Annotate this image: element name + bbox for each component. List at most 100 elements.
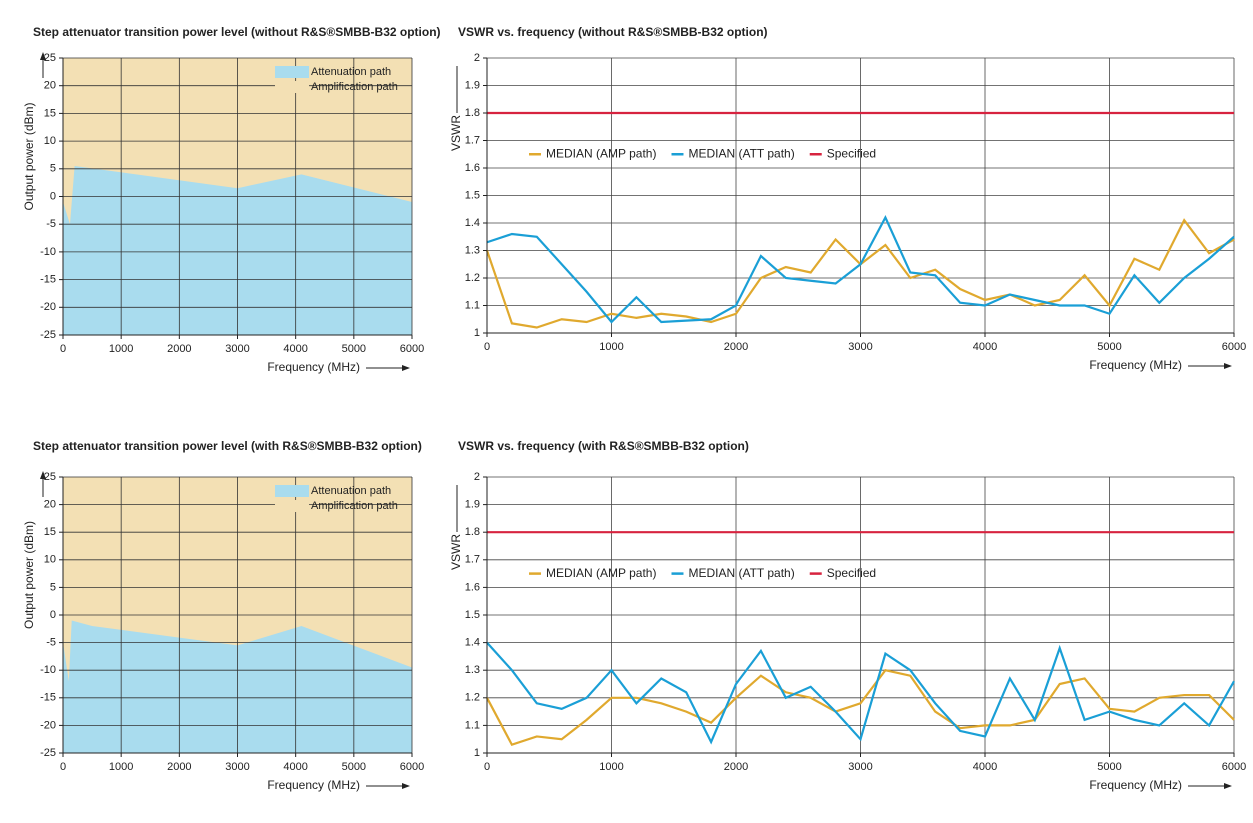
x-tick-label: 4000 (283, 761, 307, 773)
y-tick-label: 1.5 (465, 189, 480, 201)
x-tick-label: 4000 (283, 343, 307, 355)
x-tick-label: 3000 (225, 761, 249, 773)
x-tick-label: 0 (60, 343, 66, 355)
legend-label: MEDIAN (ATT path) (688, 146, 794, 160)
y-tick-label: 1 (474, 747, 480, 759)
x-tick-label: 5000 (342, 343, 366, 355)
x-tick-label: 4000 (973, 341, 997, 353)
x-axis-label: Frequency (MHz) (267, 778, 360, 792)
y-axis-label: VSWR (449, 534, 463, 570)
x-tick-label: 1000 (109, 343, 133, 355)
y-tick-label: 2 (474, 52, 480, 64)
legend-label: Specified (827, 566, 876, 580)
y-tick-label: 25 (44, 52, 56, 64)
x-tick-label: 3000 (848, 761, 872, 773)
legend-label: Amplification path (311, 500, 398, 512)
y-axis-label: Output power (dBm) (22, 102, 36, 210)
x-tick-label: 5000 (1097, 761, 1121, 773)
legend-swatch (275, 66, 309, 78)
legend-label: Amplification path (311, 81, 398, 93)
y-tick-label: 1.7 (465, 134, 480, 146)
y-tick-label: 1.3 (465, 664, 480, 676)
x-axis-arrow (1224, 783, 1232, 789)
x-tick-label: 0 (484, 761, 490, 773)
y-tick-label: 10 (44, 135, 56, 147)
x-tick-label: 1000 (109, 761, 133, 773)
y-tick-label: 1.9 (465, 79, 480, 91)
y-tick-label: 1.6 (465, 162, 480, 174)
legend-label: Attenuation path (311, 66, 391, 78)
y-tick-label: 1.1 (465, 299, 480, 311)
x-tick-label: 6000 (400, 761, 424, 773)
legend-label: MEDIAN (ATT path) (688, 566, 794, 580)
chart: VSWR vs. frequency (with R&S®SMBB-B32 op… (449, 439, 1246, 792)
y-tick-label: 15 (44, 107, 56, 119)
x-tick-label: 0 (484, 341, 490, 353)
y-tick-label: 15 (44, 526, 56, 538)
legend-label: Attenuation path (311, 485, 391, 497)
chart-title: VSWR vs. frequency (with R&S®SMBB-B32 op… (458, 439, 749, 453)
y-tick-label: -5 (46, 637, 56, 649)
x-tick-label: 6000 (400, 343, 424, 355)
chart-title: Step attenuator transition power level (… (33, 25, 441, 39)
y-tick-label: -20 (40, 301, 56, 313)
y-tick-label: 1.7 (465, 554, 480, 566)
y-tick-label: 1.3 (465, 244, 480, 256)
x-tick-label: 2000 (724, 761, 748, 773)
chart: Step attenuator transition power level (… (22, 25, 440, 374)
chart-title: VSWR vs. frequency (without R&S®SMBB-B32… (458, 25, 768, 39)
x-tick-label: 6000 (1222, 761, 1246, 773)
y-tick-label: 1.2 (465, 272, 480, 284)
x-tick-label: 1000 (599, 341, 623, 353)
legend-swatch (275, 485, 309, 497)
y-tick-label: 5 (50, 163, 56, 175)
x-tick-label: 2000 (167, 761, 191, 773)
y-tick-label: 1.4 (465, 637, 480, 649)
y-tick-label: 0 (50, 190, 56, 202)
x-tick-label: 3000 (225, 343, 249, 355)
y-tick-label: 1 (474, 327, 480, 339)
y-axis-label: VSWR (449, 115, 463, 151)
y-tick-label: 1.4 (465, 217, 480, 229)
line (486, 215, 1235, 324)
y-tick-label: 2 (474, 471, 480, 483)
x-tick-label: 1000 (599, 761, 623, 773)
x-tick-label: 4000 (973, 761, 997, 773)
y-tick-label: -25 (40, 747, 56, 759)
y-tick-label: -15 (40, 274, 56, 286)
x-tick-label: 2000 (167, 343, 191, 355)
legend-swatch (275, 81, 309, 93)
y-tick-label: 1.1 (465, 719, 480, 731)
y-tick-label: -15 (40, 692, 56, 704)
x-axis-arrow (402, 783, 410, 789)
x-axis-arrow (402, 365, 410, 371)
y-tick-label: -25 (40, 329, 56, 341)
y-tick-label: 1.6 (465, 581, 480, 593)
y-axis-label: Output power (dBm) (22, 521, 36, 629)
y-tick-label: 1.5 (465, 609, 480, 621)
x-axis-label: Frequency (MHz) (267, 360, 360, 374)
x-tick-label: 3000 (848, 341, 872, 353)
x-tick-label: 5000 (342, 761, 366, 773)
y-tick-label: 1.9 (465, 499, 480, 511)
y-tick-label: 10 (44, 554, 56, 566)
y-tick-label: -10 (40, 246, 56, 258)
y-tick-label: 1.8 (465, 107, 480, 119)
x-axis-label: Frequency (MHz) (1089, 358, 1182, 372)
y-tick-label: -10 (40, 664, 56, 676)
legend-label: Specified (827, 146, 876, 160)
x-tick-label: 2000 (724, 341, 748, 353)
y-axis-arrow (40, 471, 46, 479)
legend-label: MEDIAN (AMP path) (546, 146, 656, 160)
legend-label: MEDIAN (AMP path) (546, 566, 656, 580)
y-tick-label: 20 (44, 499, 56, 511)
chart: VSWR vs. frequency (without R&S®SMBB-B32… (449, 25, 1246, 372)
y-tick-label: -20 (40, 719, 56, 731)
legend-swatch (275, 500, 309, 512)
y-tick-label: 0 (50, 609, 56, 621)
y-tick-label: 1.8 (465, 526, 480, 538)
line (486, 641, 1235, 745)
chart: Step attenuator transition power level (… (22, 439, 424, 792)
line (486, 668, 1235, 747)
